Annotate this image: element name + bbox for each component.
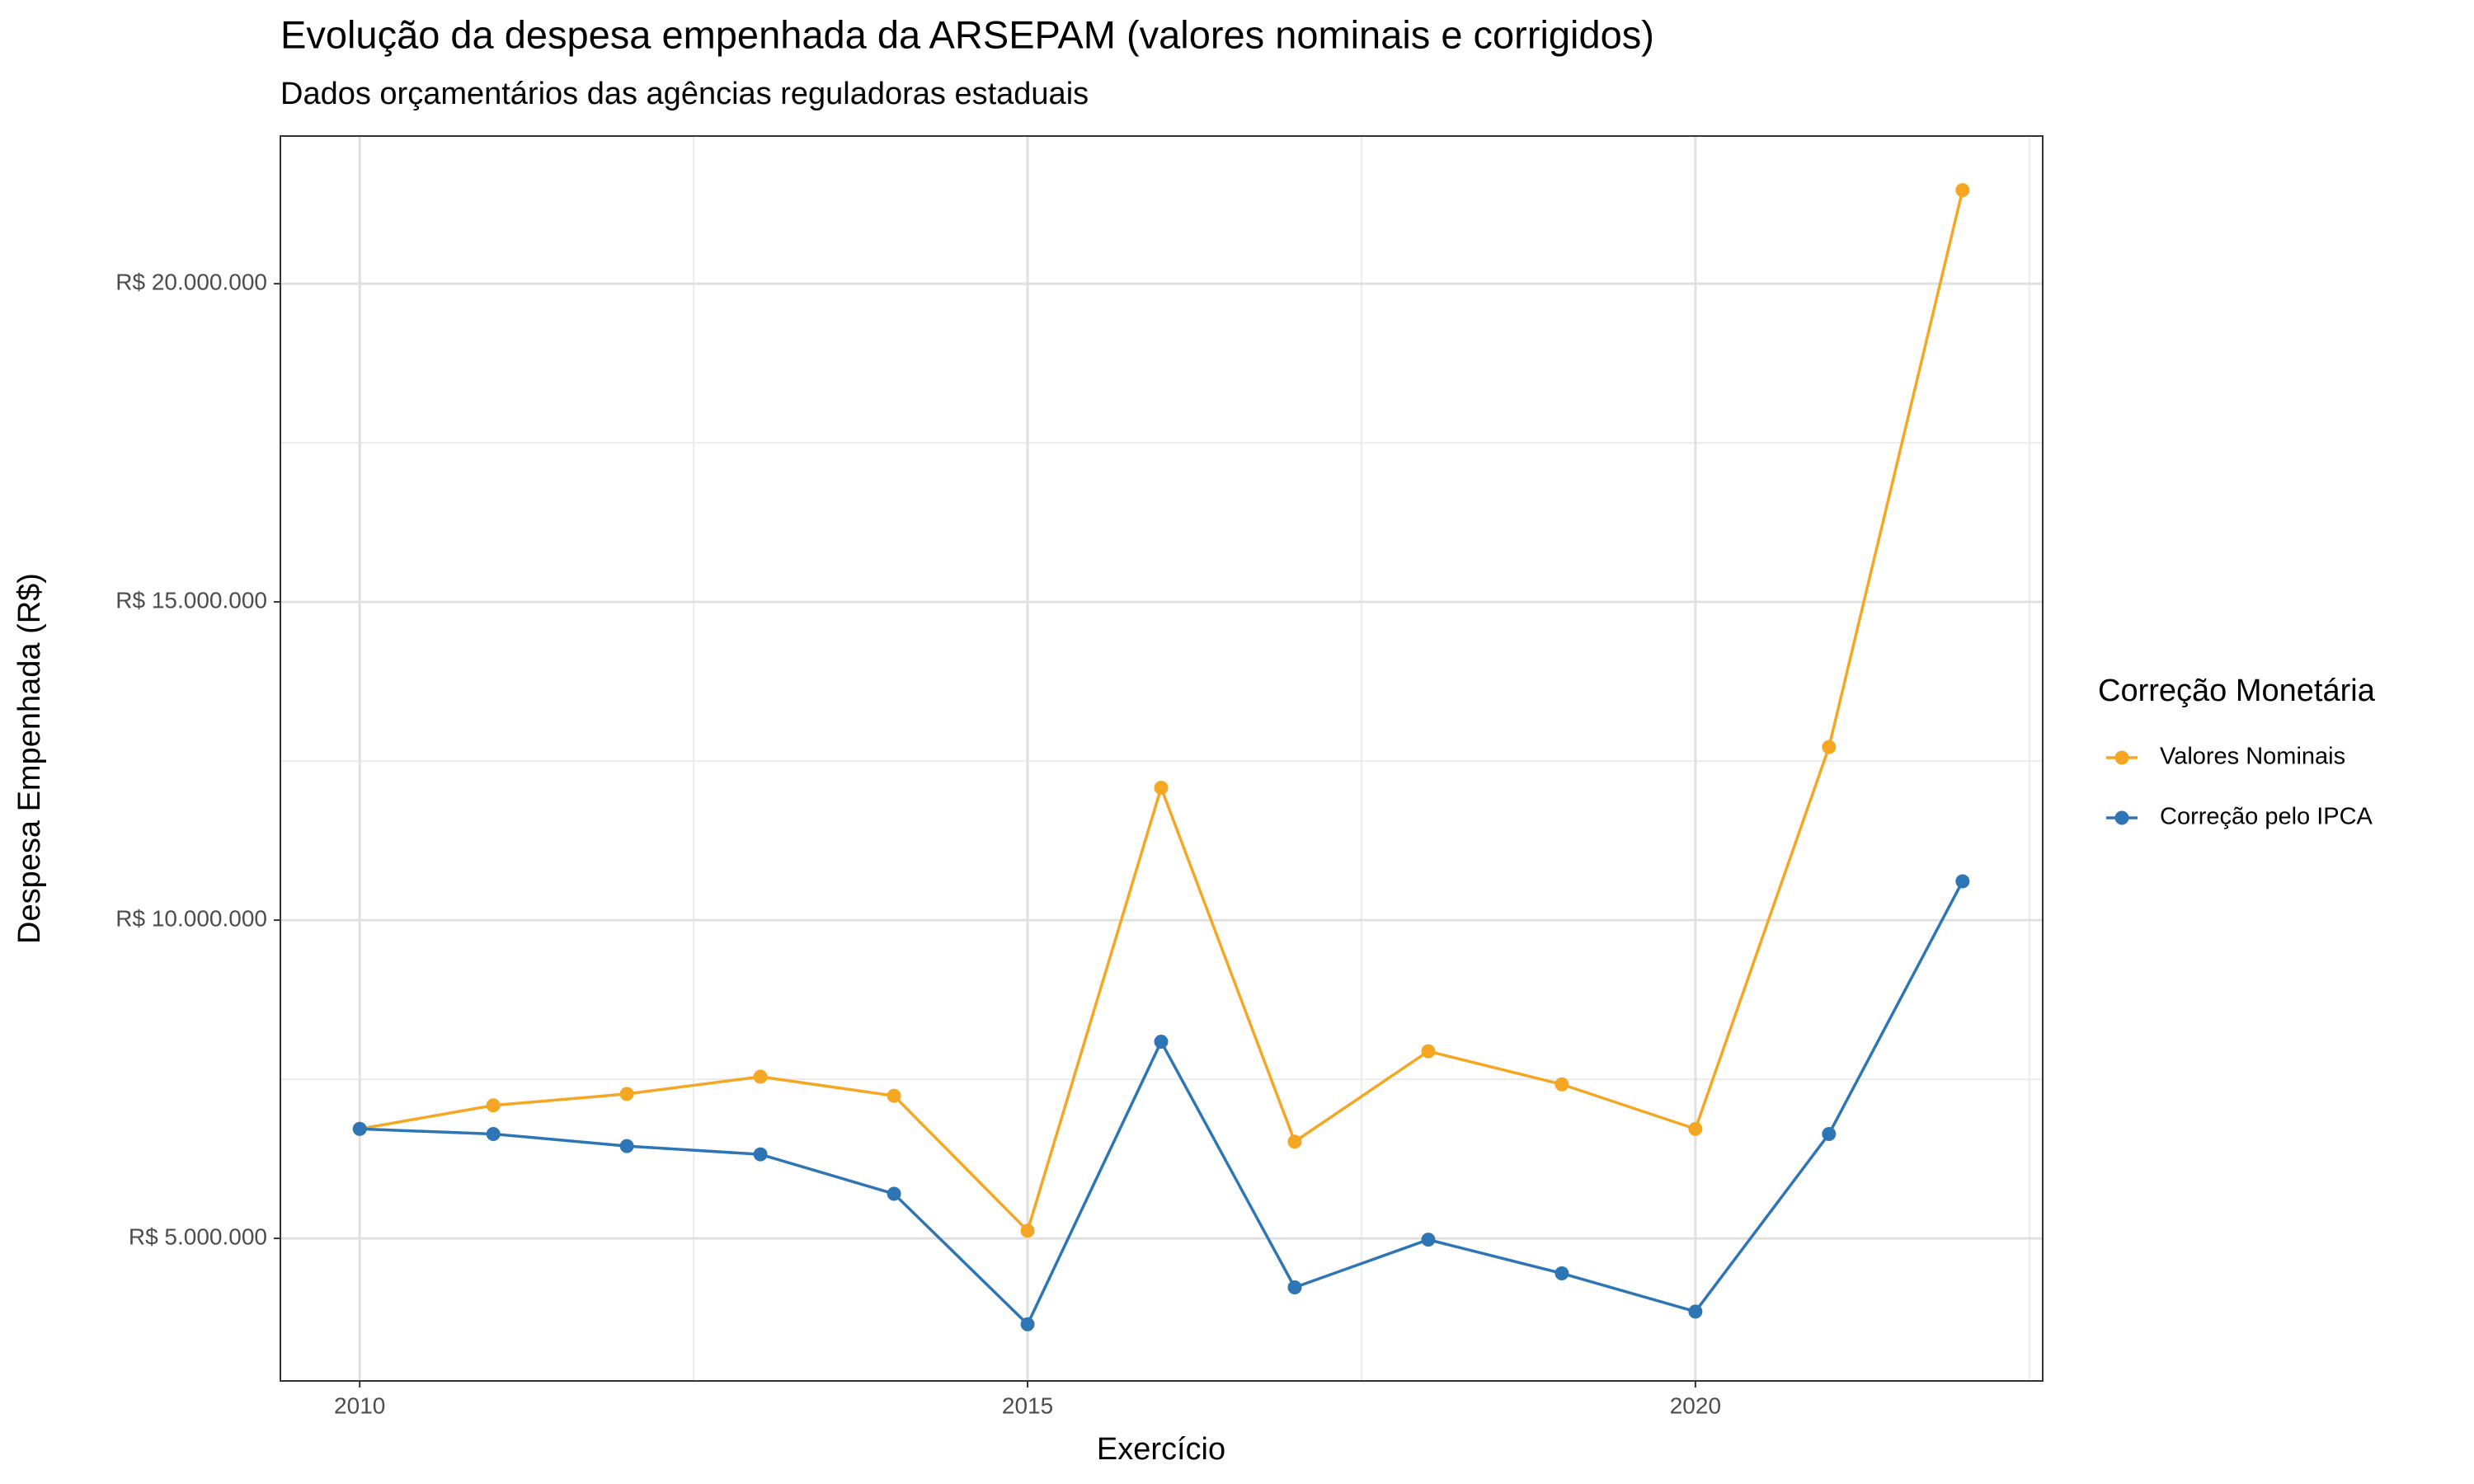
data-point (1287, 1280, 1302, 1295)
data-point (1421, 1044, 1436, 1059)
data-point (1822, 740, 1837, 754)
data-point (1287, 1134, 1302, 1149)
x-tick-label: 2020 (1670, 1392, 1721, 1418)
x-tick-label: 2015 (1002, 1392, 1053, 1418)
data-point (1020, 1317, 1035, 1331)
data-point (352, 1121, 367, 1136)
data-point (1688, 1121, 1703, 1136)
chart-subtitle: Dados orçamentários das agências regulad… (280, 77, 1089, 111)
series-line (360, 881, 1964, 1327)
data-point (1955, 183, 1970, 198)
data-point (753, 1147, 768, 1162)
y-tick-label: R$ 10.000.000 (115, 905, 267, 931)
data-point (1554, 1266, 1569, 1281)
legend-label: Correção pelo IPCA (2160, 804, 2373, 830)
data-point (1688, 1304, 1703, 1319)
data-point (1154, 781, 1169, 796)
data-point (619, 1087, 634, 1101)
y-tick-label: R$ 15.000.000 (115, 587, 267, 613)
plot-border (280, 135, 2044, 1382)
data-point (486, 1126, 501, 1141)
data-point (1421, 1233, 1436, 1247)
x-tick-label: 2010 (334, 1392, 385, 1418)
data-point (1020, 1223, 1035, 1238)
data-point (1822, 1126, 1837, 1141)
y-axis-title: Despesa Empenhada (R$) (12, 573, 47, 944)
legend-title: Correção Monetária (2098, 674, 2376, 708)
x-axis-title: Exercício (1097, 1432, 1225, 1467)
y-tick-label: R$ 20.000.000 (115, 269, 267, 294)
data-point (1554, 1077, 1569, 1092)
chart-title: Evolução da despesa empenhada da ARSEPAM… (280, 12, 1654, 56)
data-point (887, 1186, 901, 1201)
data-point (1154, 1035, 1169, 1050)
data-point (619, 1139, 634, 1153)
data-point (887, 1088, 901, 1103)
data-point (753, 1069, 768, 1084)
data-point (1955, 874, 1970, 889)
data-point (486, 1098, 501, 1113)
series-line (359, 190, 1964, 1234)
legend-key-point (2114, 750, 2129, 765)
legend-key-point (2114, 810, 2129, 825)
legend-label: Valores Nominais (2160, 744, 2345, 770)
y-tick-label: R$ 5.000.000 (129, 1223, 267, 1249)
